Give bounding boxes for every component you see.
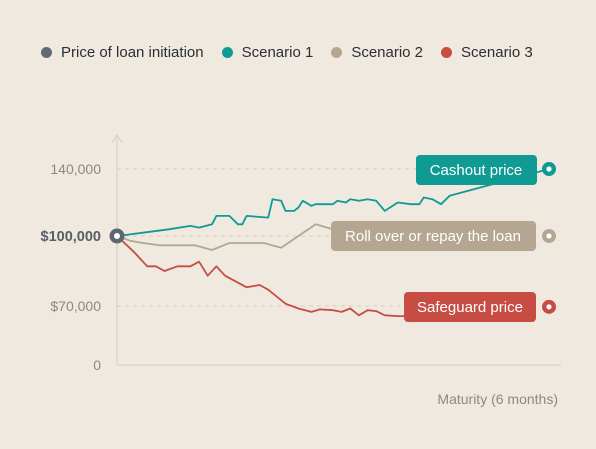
callout-box-scenario-2	[331, 221, 536, 251]
legend-dot-loan-initiation	[41, 47, 52, 58]
y-axis-arrow	[111, 133, 123, 144]
legend-label-scenario-3: Scenario 3	[461, 44, 533, 61]
callout-label-scenario-2: Roll over or repay the loan	[345, 228, 521, 245]
callout-label-scenario-1: Cashout price	[430, 162, 523, 179]
legend-dot-scenario-1	[221, 47, 233, 58]
end-marker-center-scenario-3	[546, 304, 552, 310]
x-axis-label: Maturity (6 months)	[437, 391, 558, 407]
legend-dot-scenario-3	[441, 47, 453, 58]
y-tick-label: 140,000	[50, 161, 101, 177]
legend-item-scenario-2: Scenario 2	[331, 44, 423, 61]
legend-item-scenario-1: Scenario 1	[221, 44, 314, 61]
callout-box-scenario-3	[404, 292, 536, 322]
legend-item-loan-initiation: Price of loan initiation	[41, 44, 204, 61]
y-tick-label: $100,000	[41, 229, 101, 245]
legend-item-scenario-3: Scenario 3	[441, 44, 533, 61]
chart-legend: Price of loan initiation Scenario 1 Scen…	[41, 44, 533, 61]
end-marker-center-scenario-2	[546, 233, 552, 239]
legend-label-scenario-2: Scenario 2	[351, 44, 424, 61]
end-marker-center-scenario-1	[546, 166, 552, 172]
callout-box-scenario-1	[416, 155, 537, 185]
y-tick-label: 0	[93, 357, 101, 373]
legend-label-loan-initiation: Price of loan initiation	[61, 44, 204, 61]
callout-label-scenario-3: Safeguard price	[417, 299, 523, 316]
legend-dot-scenario-2	[331, 47, 343, 58]
series-line-scenario-1	[116, 168, 550, 237]
y-tick-label: $70,000	[50, 298, 101, 314]
legend-label-scenario-1: Scenario 1	[241, 44, 314, 61]
start-marker-center	[114, 233, 120, 239]
